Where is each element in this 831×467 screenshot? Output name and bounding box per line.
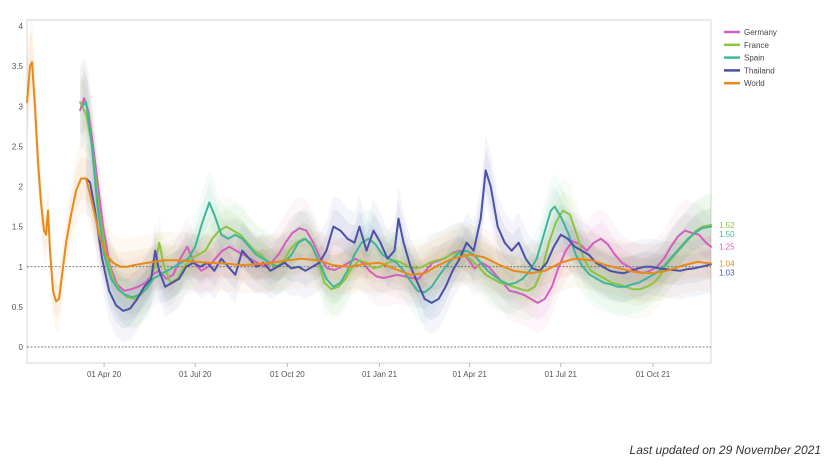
legend: Germany France Spain Thailand World <box>724 28 777 88</box>
y-tick-label: 2.5 <box>12 142 24 151</box>
plot-frame <box>26 19 712 364</box>
y-tick-label: 0 <box>19 343 24 352</box>
end-label-world: 1.04 <box>719 260 735 269</box>
legend-item-world[interactable]: World <box>724 79 765 88</box>
y-tick-label: 1.5 <box>12 223 24 232</box>
legend-label: Thailand <box>744 66 775 75</box>
end-label-germany: 1.25 <box>719 243 735 252</box>
last-updated-note: Last updated on 29 November 2021 <box>629 443 821 457</box>
series-end-labels: 1.521.50 1.25 1.041.03 <box>719 221 735 278</box>
x-tick-label: 01 Apr 20 <box>87 370 122 379</box>
legend-item-france[interactable]: France <box>724 41 769 50</box>
y-tick-label: 3 <box>19 102 24 111</box>
x-tick-label: 01 Jul 20 <box>179 370 212 379</box>
x-axis-ticks: 01 Apr 20 01 Jul 20 01 Oct 20 01 Jan 21 01 A… <box>87 363 671 379</box>
confidence-band-france <box>80 61 712 330</box>
legend-label: Spain <box>744 54 764 63</box>
end-label-france: 1.52 <box>719 221 735 230</box>
legend-item-spain[interactable]: Spain <box>724 54 764 63</box>
confidence-band-thailand <box>86 134 712 343</box>
legend-label: Germany <box>744 28 777 37</box>
plot-border <box>26 19 712 364</box>
y-tick-label: 4 <box>19 22 24 31</box>
x-tick-label: 01 Oct 21 <box>636 370 671 379</box>
confidence-band-world <box>27 31 711 319</box>
series-lines <box>26 61 712 312</box>
x-tick-label: 01 Oct 20 <box>270 370 305 379</box>
series-line-world <box>26 61 712 303</box>
y-tick-label: 3.5 <box>12 62 24 71</box>
series-line-spain <box>81 101 712 299</box>
confidence-band-germany <box>80 70 712 321</box>
end-label-spain: 1.50 <box>719 230 735 239</box>
confidence-band-thailand <box>86 148 712 329</box>
y-tick-label: 2 <box>19 183 24 192</box>
end-label-thailand: 1.03 <box>719 269 735 278</box>
y-tick-label: 0.5 <box>12 303 24 312</box>
legend-item-germany[interactable]: Germany <box>724 28 777 37</box>
reference-lines <box>27 266 711 348</box>
x-tick-label: 01 Jan 21 <box>362 370 398 379</box>
confidence-band-world <box>27 17 711 333</box>
series-line-france <box>79 101 712 300</box>
series-line-germany <box>79 97 712 304</box>
y-tick-label: 1 <box>19 263 24 272</box>
legend-item-thailand[interactable]: Thailand <box>724 66 775 75</box>
x-tick-label: 01 Jul 21 <box>545 370 578 379</box>
series-line-thailand <box>85 169 712 312</box>
x-tick-label: 01 Apr 21 <box>453 370 488 379</box>
legend-label: France <box>744 41 769 50</box>
legend-label: World <box>744 79 765 88</box>
y-axis-ticks: 0 0.5 1 1.5 2 2.5 3 3.5 4 <box>12 22 24 352</box>
confidence-bands <box>27 17 712 343</box>
